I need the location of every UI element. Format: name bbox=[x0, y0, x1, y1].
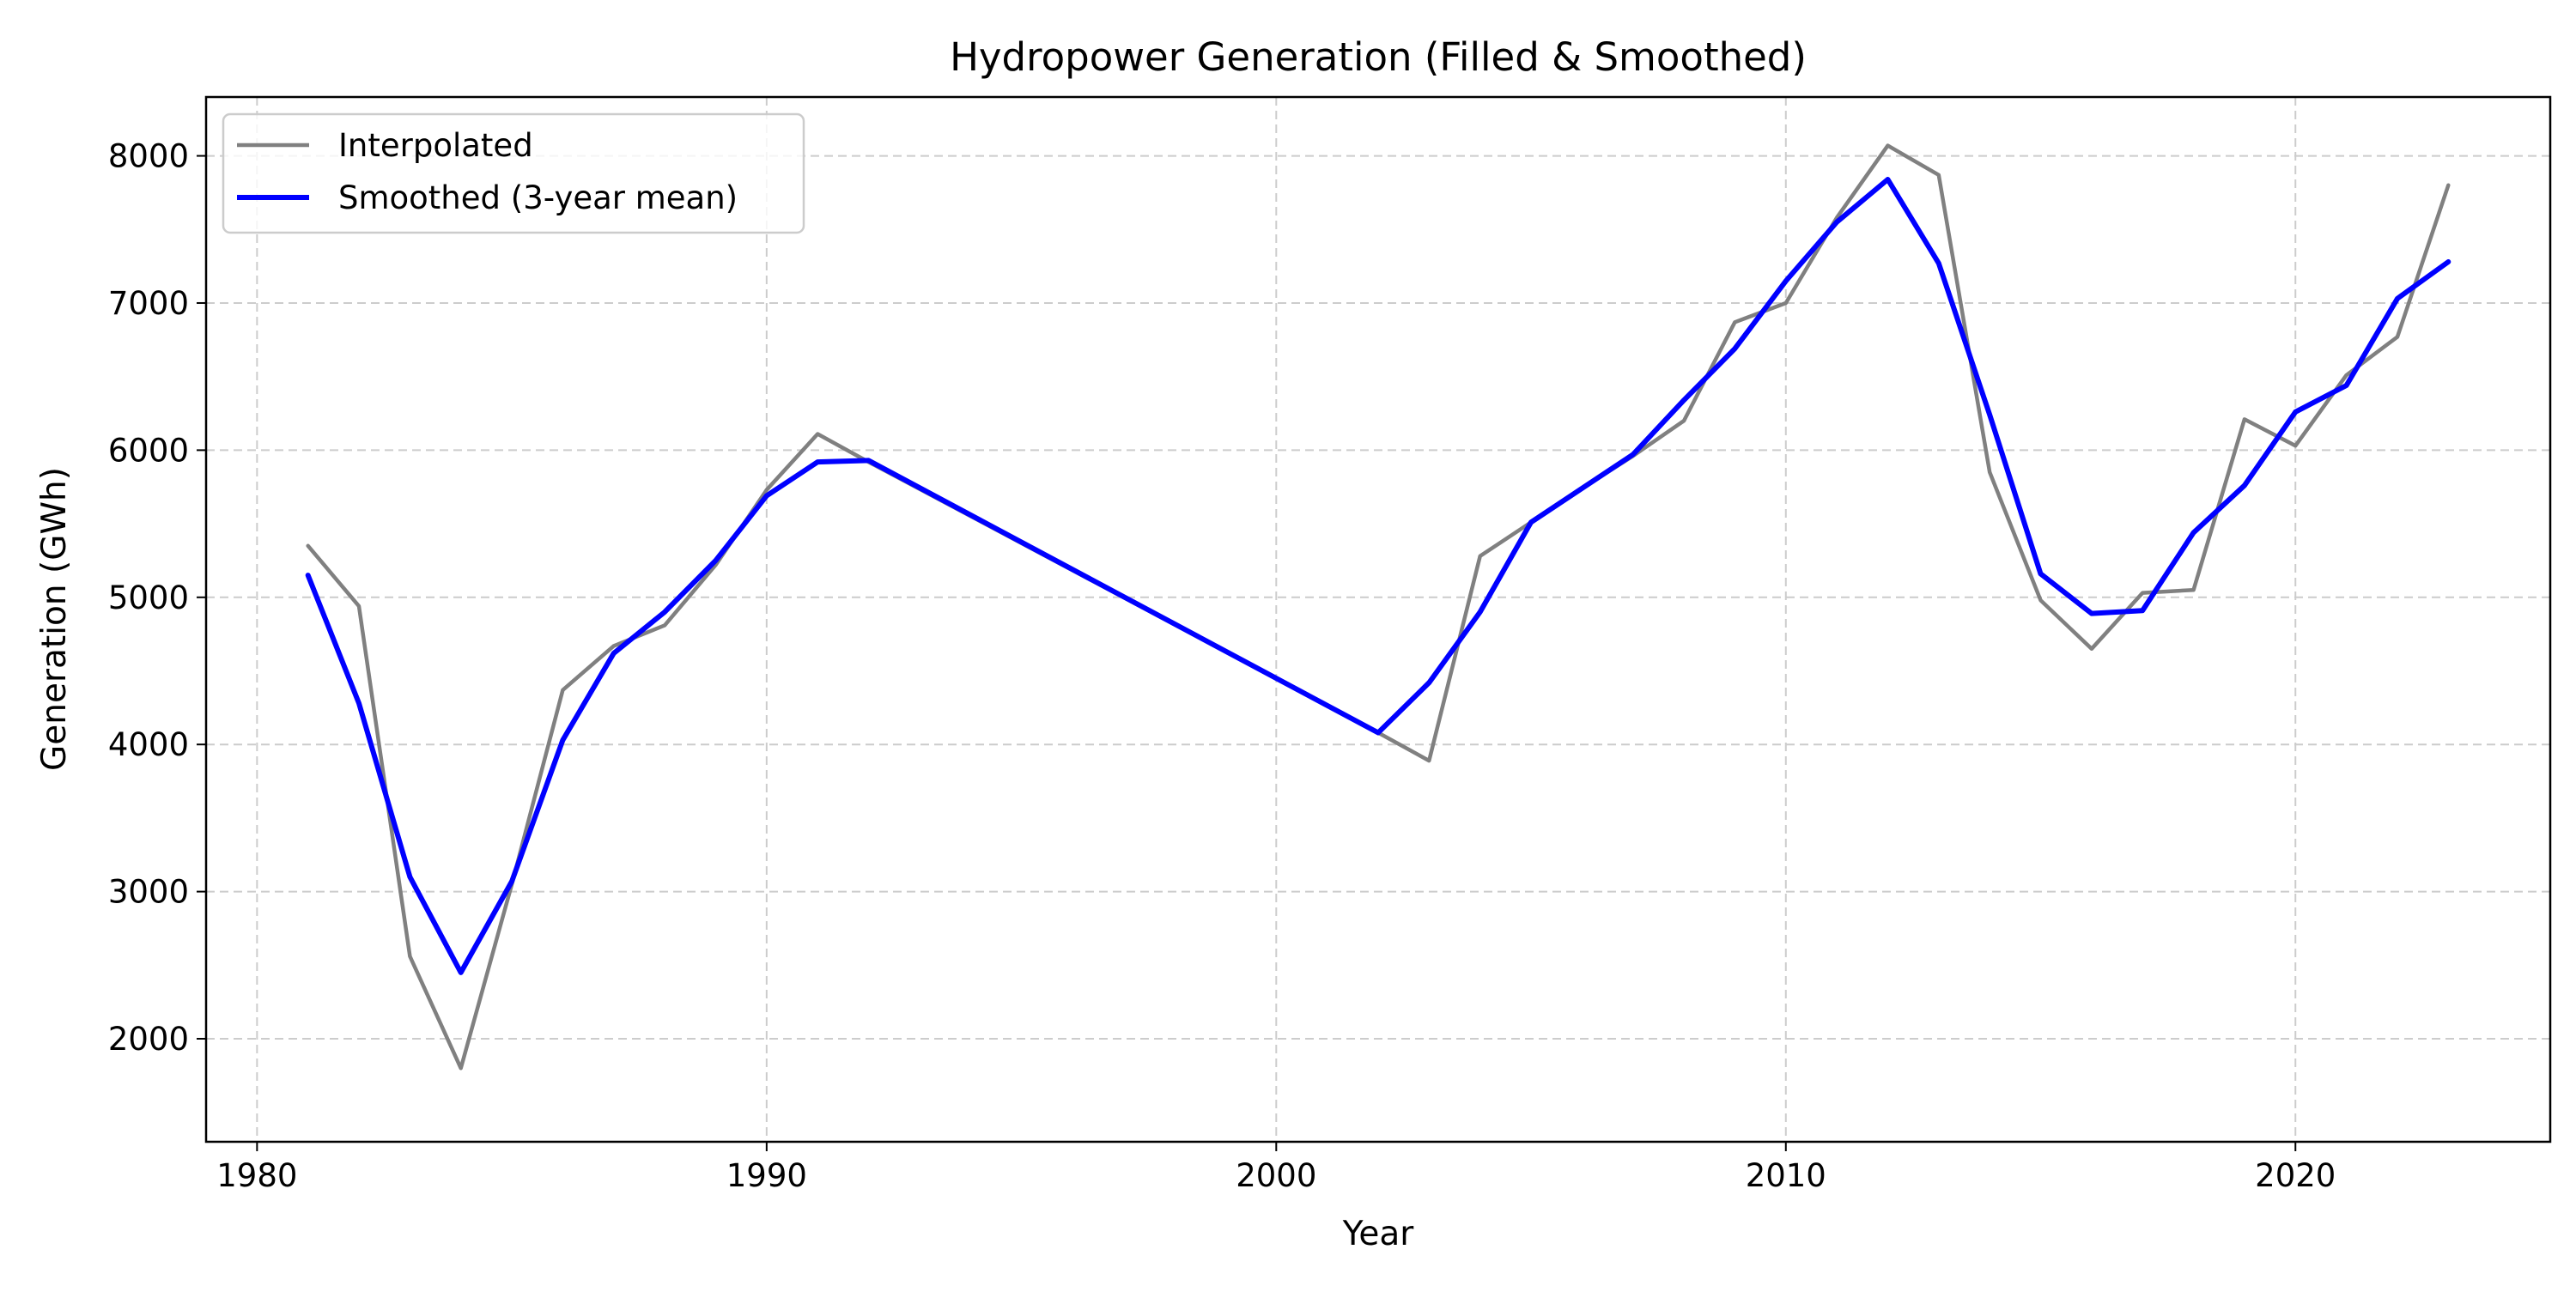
x-tick-label: 1990 bbox=[726, 1157, 807, 1194]
x-tick-label: 2010 bbox=[1746, 1157, 1826, 1194]
y-tick-label: 4000 bbox=[108, 726, 189, 763]
y-tick-label: 2000 bbox=[108, 1021, 189, 1058]
y-tick-label: 8000 bbox=[108, 138, 189, 175]
series-line-smoothed bbox=[305, 177, 2451, 975]
legend-label-interpolated: Interpolated bbox=[338, 127, 533, 164]
y-tick-label: 6000 bbox=[108, 432, 189, 469]
ticks: 1980 1990 2000 2010 2020 2000 3000 4000 5000 6000… bbox=[108, 138, 2336, 1194]
grid bbox=[206, 97, 2550, 1142]
series-layer bbox=[305, 143, 2451, 1071]
x-tick-label: 2020 bbox=[2255, 1157, 2336, 1194]
y-tick-label: 5000 bbox=[108, 579, 189, 616]
y-tick-label: 3000 bbox=[108, 874, 189, 911]
x-tick-label: 1980 bbox=[216, 1157, 297, 1194]
chart-title: Hydropower Generation (Filled & Smoothed… bbox=[950, 34, 1807, 80]
legend: Interpolated Smoothed (3-year mean) bbox=[222, 112, 805, 234]
legend-label-smoothed: Smoothed (3-year mean) bbox=[338, 179, 738, 216]
x-tick-label: 2000 bbox=[1236, 1157, 1316, 1194]
plot-frame bbox=[204, 95, 2552, 1143]
y-axis-label: Generation (GWh) bbox=[35, 467, 74, 771]
y-tick-label: 7000 bbox=[108, 285, 189, 322]
x-axis-label: Year bbox=[1342, 1215, 1415, 1253]
legend-frame bbox=[222, 112, 805, 234]
series-line-interpolated bbox=[306, 143, 2451, 1071]
